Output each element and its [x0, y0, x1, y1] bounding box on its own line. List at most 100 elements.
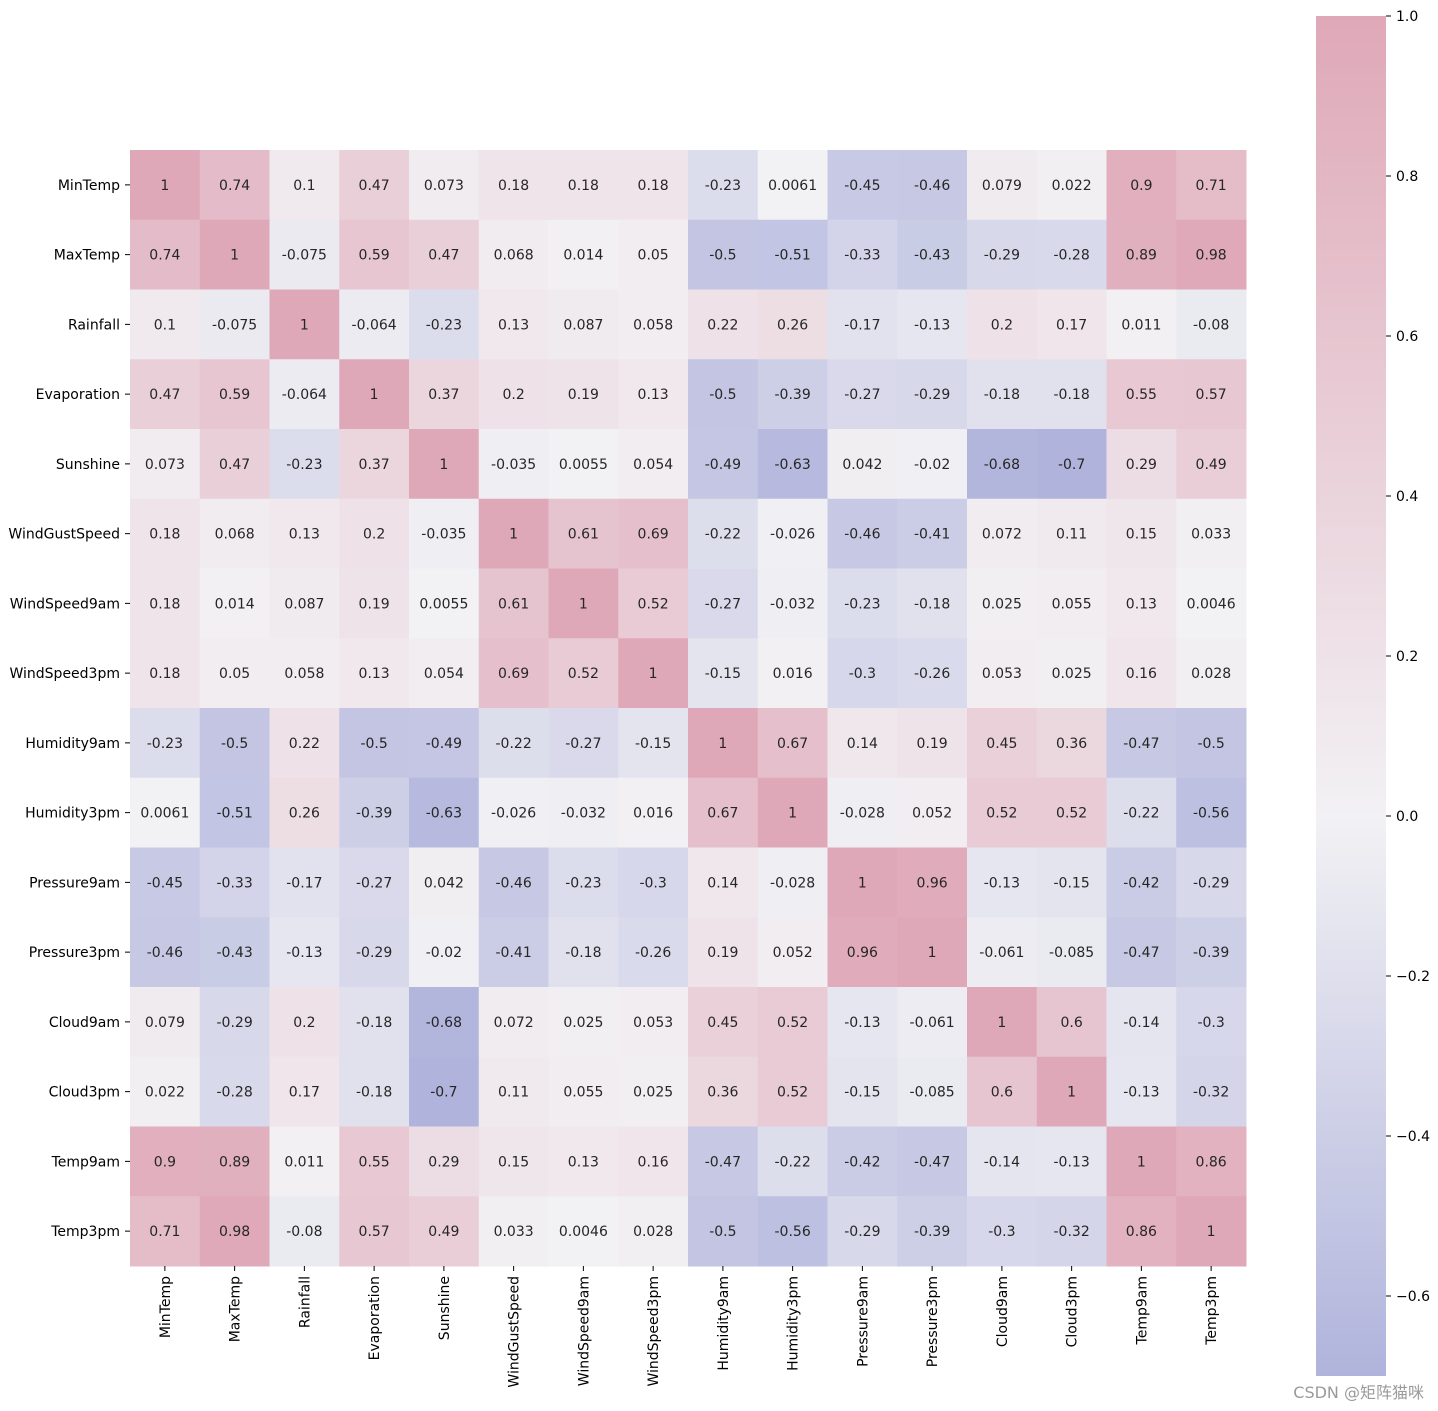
- cell-value-label: 0.052: [773, 945, 813, 961]
- cell-value-label: 0.16: [1126, 666, 1157, 682]
- cell-value-label: -0.15: [635, 736, 671, 752]
- heatmap-cell-WindSpeed3pm-Pressure9am: [827, 638, 898, 709]
- cell-value-label: 0.055: [563, 1085, 603, 1101]
- x-tick-label: Pressure3pm: [925, 1276, 941, 1367]
- cell-value-label: 0.59: [359, 248, 390, 264]
- heatmap-cell-MaxTemp-Temp9am: [1106, 219, 1177, 290]
- y-tick-label: WindGustSpeed: [8, 527, 120, 543]
- heatmap-cell-WindSpeed9am-Rainfall: [269, 568, 340, 639]
- heatmap-cell-Pressure9am-WindGustSpeed: [478, 847, 549, 918]
- cell-value-label: 0.2: [502, 387, 524, 403]
- cell-value-label: -0.13: [844, 1015, 880, 1031]
- cell-value-label: 0.9: [154, 1154, 176, 1170]
- heatmap-cell-WindGustSpeed-WindSpeed3pm: [618, 498, 689, 569]
- cell-value-label: 0.033: [1191, 527, 1231, 543]
- cell-value-label: 0.13: [568, 1154, 599, 1170]
- cell-value-label: 0.0046: [1187, 596, 1236, 612]
- cell-value-label: 0.47: [359, 178, 390, 194]
- heatmap-cell-Rainfall-WindSpeed3pm: [618, 289, 689, 360]
- heatmap-cell-WindSpeed3pm-Temp3pm: [1176, 638, 1247, 709]
- heatmap-cell-Evaporation-WindSpeed3pm: [618, 359, 689, 430]
- cell-value-label: 0.2: [363, 527, 385, 543]
- cell-value-label: 0.0046: [559, 1224, 608, 1240]
- cell-value-label: 0.89: [219, 1154, 250, 1170]
- cell-value-label: -0.13: [1054, 1154, 1090, 1170]
- colorbar-tick-label: 0.2: [1396, 649, 1418, 665]
- cell-value-label: -0.3: [849, 666, 876, 682]
- heatmap-cell-MinTemp-Evaporation: [339, 150, 410, 221]
- cell-value-label: -0.29: [356, 945, 392, 961]
- heatmap-cell-Humidity3pm-WindGustSpeed: [478, 777, 549, 848]
- heatmap-cell-MinTemp-Rainfall: [269, 150, 340, 221]
- cell-value-label: -0.33: [217, 875, 253, 891]
- heatmap-cell-Humidity3pm-Pressure3pm: [897, 777, 968, 848]
- cell-value-label: 0.86: [1196, 1154, 1227, 1170]
- cell-value-label: 1: [230, 248, 239, 264]
- cell-value-label: -0.028: [770, 875, 815, 891]
- heatmap-cell-Cloud3pm-Sunshine: [409, 1056, 480, 1127]
- y-tick-label: MaxTemp: [54, 248, 120, 264]
- heatmap-cell-Cloud3pm-Temp3pm: [1176, 1056, 1247, 1127]
- heatmap-cell-Temp3pm-WindSpeed9am: [548, 1196, 619, 1267]
- heatmap-cell-Temp9am-Cloud9am: [967, 1126, 1038, 1197]
- heatmap-cell-Sunshine-Humidity3pm: [757, 429, 828, 500]
- heatmap-cell-Pressure9am-Cloud3pm: [1036, 847, 1107, 918]
- heatmap-cell-Cloud9am-Humidity9am: [688, 987, 759, 1058]
- cell-value-label: -0.02: [914, 457, 950, 473]
- cell-value-label: 0.016: [773, 666, 813, 682]
- heatmap-cell-Sunshine-Cloud9am: [967, 429, 1038, 500]
- cell-value-label: 0.011: [1121, 317, 1161, 333]
- heatmap-cell-WindSpeed9am-Evaporation: [339, 568, 410, 639]
- heatmap-cell-WindGustSpeed-Cloud3pm: [1036, 498, 1107, 569]
- cell-value-label: -0.3: [639, 875, 666, 891]
- cell-value-label: -0.18: [914, 596, 950, 612]
- heatmap-cell-Rainfall-Pressure3pm: [897, 289, 968, 360]
- heatmap-cell-Temp3pm-Rainfall: [269, 1196, 340, 1267]
- cell-value-label: 0.55: [1126, 387, 1157, 403]
- heatmap-cell-Temp9am-Evaporation: [339, 1126, 410, 1197]
- cell-value-label: -0.42: [1123, 875, 1159, 891]
- heatmap-cell-Pressure9am-Pressure9am: [827, 847, 898, 918]
- cell-value-label: 0.014: [563, 248, 603, 264]
- heatmap-cell-Evaporation-WindSpeed9am: [548, 359, 619, 430]
- heatmap-cell-Pressure9am-Cloud9am: [967, 847, 1038, 918]
- cell-value-label: 0.74: [219, 178, 250, 194]
- cell-value-label: -0.061: [979, 945, 1024, 961]
- heatmap-cell-Pressure9am-Sunshine: [409, 847, 480, 918]
- heatmap-cell-Pressure3pm-Pressure9am: [827, 917, 898, 988]
- cell-value-label: 0.079: [145, 1015, 185, 1031]
- heatmap-cell-Cloud9am-Temp9am: [1106, 987, 1177, 1058]
- cell-value-label: 0.0061: [140, 806, 189, 822]
- heatmap-cell-WindSpeed3pm-Temp9am: [1106, 638, 1177, 709]
- cell-value-label: 0.18: [149, 527, 180, 543]
- heatmap-cell-WindSpeed9am-Pressure9am: [827, 568, 898, 639]
- cell-value-label: 0.96: [847, 945, 878, 961]
- cell-value-label: -0.22: [705, 527, 741, 543]
- heatmap-cell-Evaporation-Evaporation: [339, 359, 410, 430]
- cell-value-label: 1: [928, 945, 937, 961]
- x-tick-label: WindGustSpeed: [507, 1276, 523, 1388]
- cell-value-label: 0.36: [1056, 736, 1087, 752]
- heatmap-cell-Cloud9am-Sunshine: [409, 987, 480, 1058]
- heatmap-cell-MaxTemp-Cloud3pm: [1036, 219, 1107, 290]
- x-tick-label: Temp9am: [1134, 1276, 1150, 1345]
- heatmap-cell-Temp3pm-Pressure3pm: [897, 1196, 968, 1267]
- cell-value-label: 1: [300, 317, 309, 333]
- cell-value-label: 1: [370, 387, 379, 403]
- cell-value-label: 0.37: [428, 387, 459, 403]
- cell-value-label: 0.52: [638, 596, 669, 612]
- cell-value-label: -0.18: [984, 387, 1020, 403]
- heatmap-cell-MaxTemp-Temp3pm: [1176, 219, 1247, 290]
- heatmap-cell-MinTemp-MaxTemp: [199, 150, 270, 221]
- cell-value-label: 0.52: [777, 1015, 808, 1031]
- cell-value-label: -0.26: [914, 666, 950, 682]
- cell-value-label: -0.14: [1123, 1015, 1159, 1031]
- heatmap-cell-WindGustSpeed-MaxTemp: [199, 498, 270, 569]
- heatmap-cell-WindSpeed9am-Pressure3pm: [897, 568, 968, 639]
- heatmap-cell-MaxTemp-Pressure9am: [827, 219, 898, 290]
- heatmap-cell-MinTemp-WindGustSpeed: [478, 150, 549, 221]
- cell-value-label: 0.068: [215, 527, 255, 543]
- cell-value-label: 0.13: [1126, 596, 1157, 612]
- x-tick-label: Rainfall: [297, 1276, 313, 1328]
- heatmap-cell-Humidity9am-WindSpeed3pm: [618, 708, 689, 779]
